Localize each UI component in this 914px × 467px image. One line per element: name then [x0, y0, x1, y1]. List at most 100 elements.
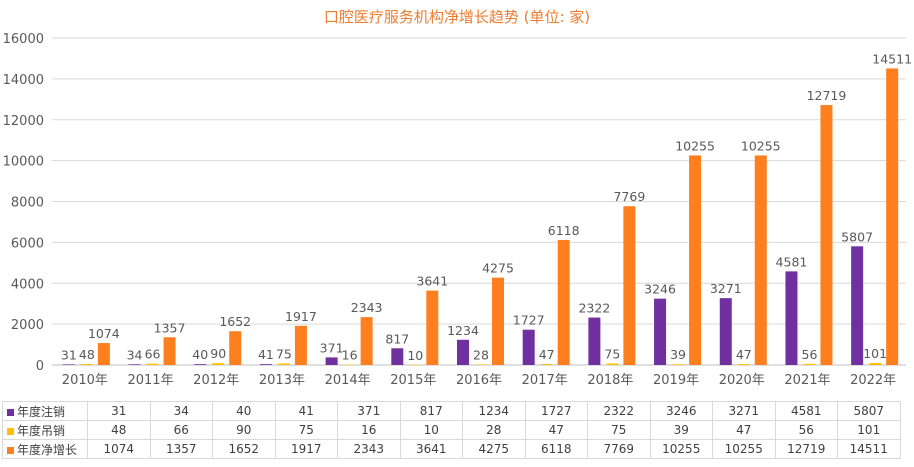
- table-row: 年度吊销 48 66 90 75 16 10 28 47 75 39 47 56 101: [2, 420, 901, 440]
- legend-swatch: [7, 446, 14, 454]
- table-cell: 41: [274, 401, 338, 421]
- table-cell: 34: [149, 401, 213, 421]
- legend-swatch: [7, 408, 14, 416]
- data-table: 年度注销 31 34 40 41 371 817 1234 1727 2322 3246 3271 45…: [2, 401, 901, 459]
- bar-年度吊销-2016年: [475, 364, 487, 365]
- y-tick-label: 2000: [11, 318, 44, 333]
- bar-年度注销-2015年: [391, 348, 404, 365]
- chart-title: 口腔医疗服务机构净增长趋势 (单位: 家): [323, 8, 591, 26]
- bar-年度吊销-2011年: [146, 363, 159, 365]
- bar-年度净增长-2014年: [360, 317, 373, 365]
- data-label: 6118: [548, 223, 580, 238]
- table-cell: 1727: [524, 401, 588, 421]
- data-label: 90: [210, 346, 226, 361]
- y-tick-label: 10000: [3, 155, 44, 170]
- bar-年度注销-2020年: [719, 298, 732, 365]
- x-tick-label: 2011年: [127, 373, 173, 388]
- data-label: 1357: [154, 320, 186, 335]
- bar-年度净增长-2011年: [163, 337, 176, 365]
- table-cell: 371: [337, 401, 401, 421]
- y-tick-label: 0: [36, 359, 44, 374]
- table-cell: 7769: [587, 439, 651, 459]
- bar-年度注销-2021年: [785, 271, 798, 365]
- data-label: 34: [127, 347, 143, 362]
- table-cell: 40: [212, 401, 276, 421]
- table-cell: 39: [649, 420, 713, 440]
- data-label: 3641: [416, 274, 448, 289]
- bar-年度净增长-2010年: [97, 343, 110, 365]
- table-cell: 75: [274, 420, 338, 440]
- bar-年度净增长-2015年: [426, 290, 439, 365]
- bar-年度吊销-2019年: [672, 364, 685, 365]
- bar-年度注销-2010年: [62, 364, 75, 365]
- bar-年度注销-2014年: [325, 357, 338, 365]
- bar-年度注销-2018年: [588, 317, 601, 365]
- table-row: 年度净增长 1074 1357 1652 1917 2343 3641 4275 6118 776…: [2, 439, 901, 459]
- data-label: 31: [61, 347, 77, 362]
- data-label: 3271: [710, 281, 742, 296]
- series-legend-cell: 年度净增长: [2, 439, 88, 459]
- table-cell: 75: [587, 420, 651, 440]
- data-label: 75: [604, 346, 620, 361]
- bar-年度净增长-2013年: [294, 325, 307, 365]
- table-cell: 14511: [837, 439, 901, 459]
- table-cell: 90: [212, 420, 276, 440]
- table-cell: 12719: [774, 439, 838, 459]
- data-label: 41: [258, 347, 274, 362]
- bar-年度注销-2022年: [851, 246, 864, 365]
- series-legend-cell: 年度注销: [2, 401, 88, 421]
- bar-年度吊销-2013年: [277, 363, 290, 365]
- bar-年度净增长-2019年: [689, 155, 702, 365]
- data-label: 48: [79, 347, 95, 362]
- data-label: 47: [539, 347, 555, 362]
- data-label: 1234: [447, 323, 479, 338]
- x-tick-label: 2014年: [325, 373, 371, 388]
- table-cell: 3641: [399, 439, 463, 459]
- legend-swatch: [7, 427, 14, 435]
- x-tick-label: 2020年: [719, 373, 765, 388]
- data-label: 1652: [219, 314, 251, 329]
- data-label: 56: [802, 347, 818, 362]
- data-label: 10: [407, 348, 423, 363]
- bar-年度注销-2013年: [259, 364, 272, 365]
- table-cell: 5807: [837, 401, 901, 421]
- x-tick-label: 2012年: [193, 373, 239, 388]
- bar-年度吊销-2020年: [737, 364, 750, 365]
- data-label: 371: [320, 340, 344, 355]
- table-cell: 3271: [712, 401, 776, 421]
- bar-年度净增长-2012年: [229, 331, 242, 365]
- data-label: 2322: [578, 301, 610, 316]
- table-cell: 4581: [774, 401, 838, 421]
- table-cell: 56: [774, 420, 838, 440]
- y-tick-label: 6000: [11, 236, 44, 251]
- table-cell: 1074: [87, 439, 151, 459]
- bar-年度吊销-2021年: [803, 363, 816, 365]
- data-label: 3246: [644, 282, 676, 297]
- bar-年度吊销-2018年: [606, 363, 619, 365]
- data-label: 28: [473, 347, 489, 362]
- y-tick-label: 14000: [3, 73, 44, 88]
- table-cell: 48: [87, 420, 151, 440]
- table-cell: 31: [87, 401, 151, 421]
- table-cell: 4275: [462, 439, 526, 459]
- table-cell: 47: [712, 420, 776, 440]
- bar-年度净增长-2020年: [754, 155, 767, 365]
- data-label: 817: [385, 331, 409, 346]
- table-cell: 1917: [274, 439, 338, 459]
- bar-年度吊销-2012年: [212, 363, 225, 365]
- table-cell: 817: [399, 401, 463, 421]
- x-tick-label: 2017年: [522, 373, 568, 388]
- data-label: 4275: [482, 261, 514, 276]
- table-cell: 66: [149, 420, 213, 440]
- data-label: 7769: [613, 189, 645, 204]
- table-cell: 1234: [462, 401, 526, 421]
- data-label: 1917: [285, 309, 317, 324]
- data-label: 1074: [88, 326, 120, 341]
- data-label: 10255: [741, 138, 781, 153]
- table-cell: 2322: [587, 401, 651, 421]
- bar-年度净增长-2022年: [886, 68, 899, 366]
- bar-年度注销-2011年: [128, 364, 141, 365]
- x-tick-label: 2018年: [587, 373, 633, 388]
- data-label: 40: [192, 347, 208, 362]
